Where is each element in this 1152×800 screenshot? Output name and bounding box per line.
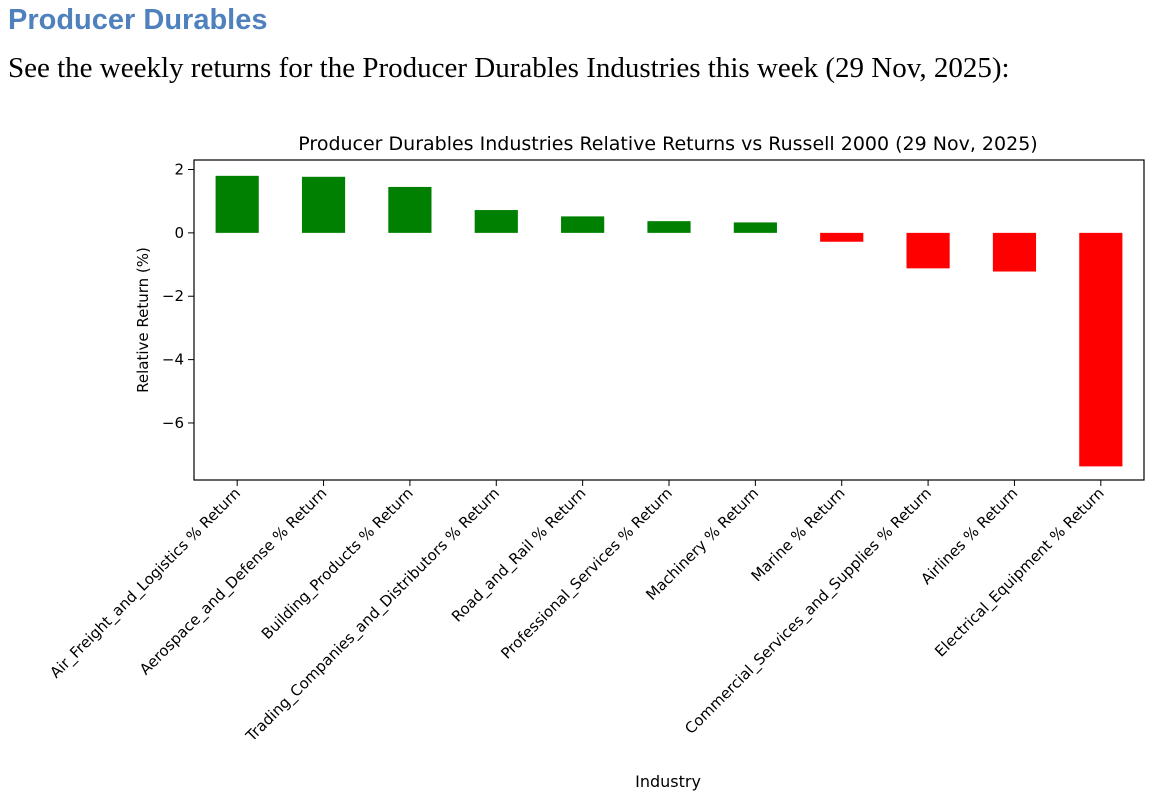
y-tick-label: 2 <box>174 161 184 179</box>
bar-5 <box>561 216 605 233</box>
intro-text: See the weekly returns for the Producer … <box>8 52 1010 84</box>
bar-9 <box>906 232 950 269</box>
bar-2 <box>301 176 346 233</box>
bar-4 <box>474 210 518 233</box>
bars-group <box>215 175 1123 467</box>
bar-1 <box>215 175 259 233</box>
y-tick-label: −4 <box>162 351 184 369</box>
x-tick-label: Professional_Services % Return <box>497 484 676 663</box>
x-tick-label: Air_Freight_and_Logistics % Return <box>46 484 244 682</box>
bar-3 <box>388 186 432 233</box>
y-tick-label: −2 <box>162 287 184 305</box>
x-axis-label: Industry <box>635 772 701 791</box>
x-tick-label: Building_Products % Return <box>258 484 418 644</box>
bar-7 <box>733 222 777 233</box>
bar-11 <box>1079 232 1123 467</box>
y-axis: 2 0 −2 −4 −6 <box>162 161 194 432</box>
bar-8 <box>820 232 864 242</box>
chart-title: Producer Durables Industries Relative Re… <box>298 133 1037 155</box>
x-tick-label: Electrical_Equipment % Return <box>931 484 1108 661</box>
bar-6 <box>647 221 691 233</box>
y-tick-label: 0 <box>174 224 184 242</box>
y-axis-label: Relative Return (%) <box>134 247 152 393</box>
x-tick-label: Aerospace_and_Defense % Return <box>136 484 331 679</box>
x-axis: Air_Freight_and_Logistics % ReturnAerosp… <box>46 480 1108 746</box>
y-tick-label: −6 <box>162 414 184 432</box>
bar-10 <box>992 232 1037 272</box>
x-tick-label: Marine % Return <box>748 484 849 585</box>
section-heading: Producer Durables <box>8 4 268 36</box>
